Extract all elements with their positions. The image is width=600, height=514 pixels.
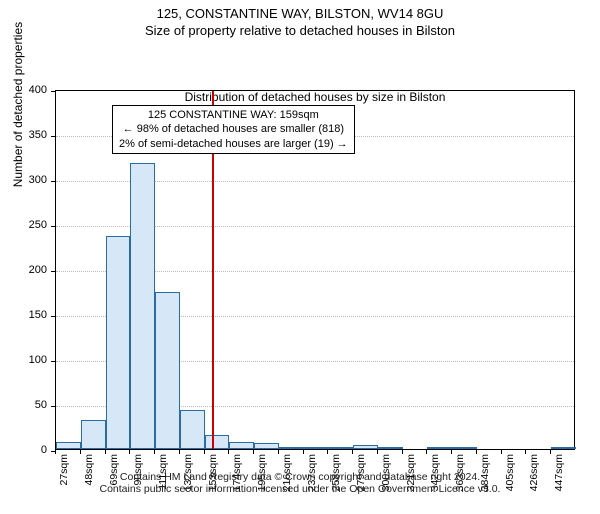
- xtick-mark: [105, 449, 106, 454]
- attribution-line-1: Contains HM Land Registry data © Crown c…: [120, 471, 480, 483]
- ytick-label: 400: [7, 84, 47, 96]
- histogram-bar: [427, 447, 452, 449]
- histogram-bar: [130, 163, 155, 449]
- annotation-line-2: ← 98% of detached houses are smaller (81…: [119, 122, 348, 136]
- xtick-mark: [303, 449, 304, 454]
- xtick-mark: [179, 449, 180, 454]
- annotation-line-1: 125 CONSTANTINE WAY: 159sqm: [119, 108, 348, 122]
- ytick-label: 300: [7, 174, 47, 186]
- histogram-bar: [155, 292, 180, 450]
- histogram-bar: [180, 410, 205, 449]
- histogram-bar: [551, 447, 576, 449]
- ytick-mark: [51, 316, 56, 317]
- xtick-mark: [129, 449, 130, 454]
- histogram-bar: [56, 442, 81, 449]
- histogram-bar: [328, 447, 353, 449]
- xtick-mark: [352, 449, 353, 454]
- xtick-mark: [501, 449, 502, 454]
- ytick-label: 100: [7, 354, 47, 366]
- ytick-mark: [51, 136, 56, 137]
- plot-area: 125 CONSTANTINE WAY: 159sqm← 98% of deta…: [55, 90, 575, 450]
- xtick-mark: [377, 449, 378, 454]
- histogram-bar: [229, 442, 254, 449]
- annotation-box: 125 CONSTANTINE WAY: 159sqm← 98% of deta…: [112, 105, 355, 154]
- histogram-bar: [452, 447, 477, 449]
- histogram-bar: [353, 445, 378, 450]
- histogram-bar: [304, 447, 329, 449]
- ytick-label: 50: [7, 399, 47, 411]
- ytick-mark: [51, 361, 56, 362]
- xtick-mark: [253, 449, 254, 454]
- xtick-mark: [80, 449, 81, 454]
- xtick-mark: [278, 449, 279, 454]
- histogram-bar: [279, 447, 304, 449]
- histogram-bar: [378, 447, 403, 449]
- page-title: 125, CONSTANTINE WAY, BILSTON, WV14 8GU: [0, 6, 600, 21]
- attribution-text: Contains HM Land Registry data © Crown c…: [0, 471, 600, 496]
- xtick-mark: [525, 449, 526, 454]
- ytick-label: 250: [7, 219, 47, 231]
- xtick-mark: [228, 449, 229, 454]
- xtick-mark: [154, 449, 155, 454]
- y-axis-label: Number of detached properties: [11, 22, 25, 187]
- ytick-mark: [51, 271, 56, 272]
- xtick-mark: [55, 449, 56, 454]
- ytick-label: 0: [7, 444, 47, 456]
- ytick-mark: [51, 226, 56, 227]
- annotation-line-3: 2% of semi-detached houses are larger (1…: [119, 137, 348, 151]
- xtick-mark: [550, 449, 551, 454]
- xtick-mark: [426, 449, 427, 454]
- histogram-bar: [81, 420, 106, 449]
- ytick-label: 150: [7, 309, 47, 321]
- xtick-mark: [451, 449, 452, 454]
- page-subtitle: Size of property relative to detached ho…: [0, 23, 600, 38]
- attribution-line-2: Contains public sector information licen…: [100, 483, 501, 495]
- xtick-mark: [476, 449, 477, 454]
- ytick-mark: [51, 91, 56, 92]
- ytick-mark: [51, 406, 56, 407]
- ytick-label: 350: [7, 129, 47, 141]
- histogram-bar: [106, 236, 131, 449]
- xtick-mark: [402, 449, 403, 454]
- ytick-label: 200: [7, 264, 47, 276]
- xtick-mark: [204, 449, 205, 454]
- histogram-chart: 125 CONSTANTINE WAY: 159sqm← 98% of deta…: [55, 90, 575, 450]
- ytick-mark: [51, 181, 56, 182]
- histogram-bar: [205, 435, 230, 449]
- xtick-mark: [327, 449, 328, 454]
- histogram-bar: [254, 443, 279, 449]
